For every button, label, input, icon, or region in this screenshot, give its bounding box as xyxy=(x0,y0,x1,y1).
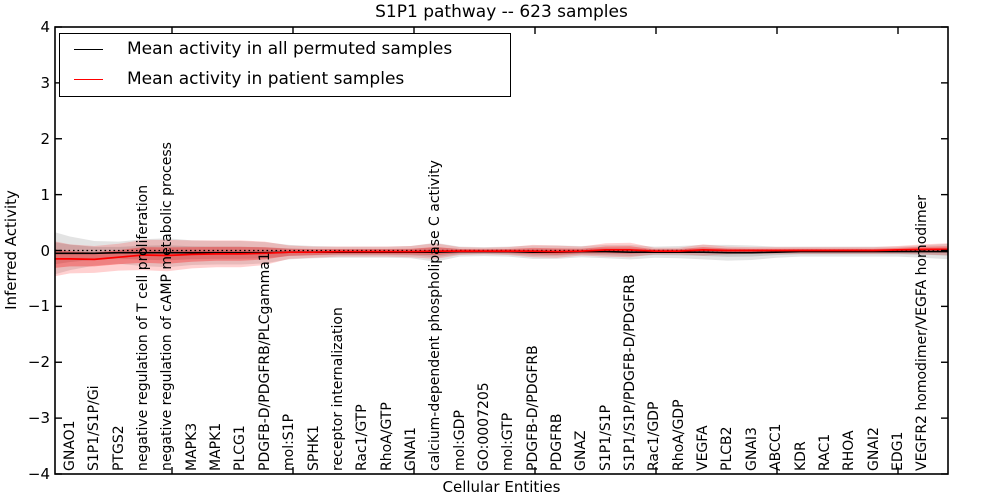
x-category-label: EDG1 xyxy=(889,431,906,471)
x-category-label: GNAZ xyxy=(573,430,590,472)
y-tick-label: −4 xyxy=(27,465,50,483)
x-category-label: GNAI1 xyxy=(402,427,419,471)
x-category-label: PLCB2 xyxy=(719,426,736,471)
x-category-label: PDGFB-D/PDGFRB/PLCgamma1 xyxy=(256,252,273,471)
x-category-label: GO:0007205 xyxy=(475,382,492,471)
x-category-label: VEGFR2 homodimer/VEGFA homodimer xyxy=(914,194,931,471)
x-category-label: RAC1 xyxy=(816,433,833,471)
y-tick-label: 2 xyxy=(40,129,50,148)
x-category-label: negative regulation of T cell proliferat… xyxy=(135,184,152,471)
x-category-label: PLCG1 xyxy=(232,425,249,471)
x-category-label: mol:GDP xyxy=(451,410,468,471)
x-category-label: receptor internalization xyxy=(329,307,346,471)
legend-item-permuted: Mean activity in all permuted samples xyxy=(60,34,510,64)
x-category-label: calcium-dependent phospholipase C activi… xyxy=(427,160,444,471)
x-category-label: GNAI2 xyxy=(865,427,882,471)
x-category-label: S1P1/S1P/PDGFB-D/PDGFRB xyxy=(622,274,639,471)
x-category-label: Rac1/GDP xyxy=(646,401,663,471)
x-category-label: negative regulation of cAMP metabolic pr… xyxy=(159,142,176,471)
x-category-label: GNAO1 xyxy=(62,420,78,471)
y-tick-label: 4 xyxy=(40,18,50,36)
legend: Mean activity in all permuted samples Me… xyxy=(59,33,511,97)
x-category-label: S1P1/S1P/Gi xyxy=(86,385,103,471)
chart-title: S1P1 pathway -- 623 samples xyxy=(375,2,628,22)
x-category-label: MAPK3 xyxy=(183,422,200,471)
patient-line-swatch xyxy=(74,78,103,80)
y-tick-label: −3 xyxy=(27,409,50,428)
y-tick-label: 3 xyxy=(40,73,50,92)
x-category-label: PDGFRB xyxy=(549,413,565,471)
y-tick-label: −2 xyxy=(27,353,50,372)
x-category-label: RhoA/GDP xyxy=(670,399,687,471)
x-category-label: mol:S1P xyxy=(281,413,298,471)
y-tick-label: −1 xyxy=(27,297,50,316)
legend-item-patient: Mean activity in patient samples xyxy=(60,64,510,94)
x-category-label: GNAI3 xyxy=(743,427,760,471)
x-category-label: VEGFA xyxy=(695,425,712,471)
x-category-label: PDGFB-D/PDGFRB xyxy=(524,345,541,471)
x-category-label: MAPK1 xyxy=(208,422,225,471)
permuted-line-swatch xyxy=(74,48,103,50)
x-category-label: PTGS2 xyxy=(110,425,127,471)
x-category-label: RhoA/GTP xyxy=(378,402,395,471)
y-tick-label: 1 xyxy=(40,185,50,204)
legend-label-permuted: Mean activity in all permuted samples xyxy=(127,39,453,59)
x-category-label: Rac1/GTP xyxy=(354,404,371,471)
x-category-label: S1P1/S1P xyxy=(597,404,614,471)
x-category-label: SPHK1 xyxy=(305,425,322,471)
x-category-label: RHOA xyxy=(841,430,858,471)
y-tick-label: 0 xyxy=(40,241,50,260)
legend-label-patient: Mean activity in patient samples xyxy=(127,69,405,89)
x-category-label: ABCC1 xyxy=(768,423,785,471)
x-axis-label: Cellular Entities xyxy=(442,478,561,496)
x-category-label: KDR xyxy=(792,441,809,471)
x-category-label: mol:GTP xyxy=(500,412,517,471)
